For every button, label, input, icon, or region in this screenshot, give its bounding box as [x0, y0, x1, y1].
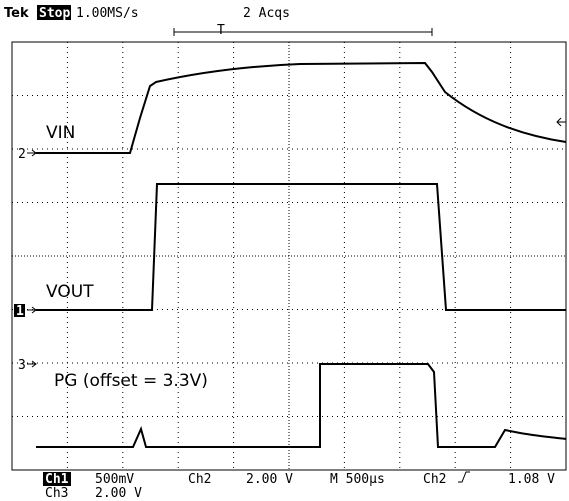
ch3-marker: 3: [18, 358, 26, 373]
timebase: M 500µs: [330, 472, 385, 487]
ch2-marker: 2: [18, 147, 26, 162]
ch2-scale: 2.00 V: [246, 472, 293, 487]
ch1-marker-box: [14, 304, 25, 317]
trigger-level: 1.08 V: [508, 472, 555, 487]
ch3-arrow: [27, 360, 37, 368]
ch1: Ch1: [45, 472, 69, 487]
trigger-arrow: [556, 117, 566, 127]
ch2-arrow: [27, 149, 37, 157]
ch3: Ch3: [45, 486, 68, 501]
vout-trace: [36, 183, 566, 311]
ch1-scale: 500mV: [95, 472, 134, 487]
ch1-box: [43, 472, 71, 486]
ch3-scale: 2.00 V: [95, 486, 142, 501]
trigger-marker: T: [217, 23, 225, 38]
state: Stop:: [39, 6, 78, 21]
state-box: [37, 5, 71, 20]
ch1-marker: 1: [16, 304, 24, 319]
graticule: [12, 42, 566, 470]
trigger-source: Ch2: [423, 472, 446, 487]
brand: Tek: [4, 6, 29, 21]
pg-trace: [36, 363, 567, 448]
ch1-arrow: [27, 306, 37, 314]
pg-label: PG (offset = 3.3V): [54, 371, 208, 391]
sample-rate: 1.00MS/s: [76, 6, 139, 21]
vin-label: VIN: [46, 123, 75, 143]
trigger-slope: [458, 471, 470, 483]
vin-trace: [36, 61, 567, 154]
ch2: Ch2: [188, 472, 211, 487]
acquisitions: 2 Acqs: [243, 6, 290, 21]
vout-label: VOUT: [46, 282, 94, 302]
record-bracket: [173, 28, 433, 36]
